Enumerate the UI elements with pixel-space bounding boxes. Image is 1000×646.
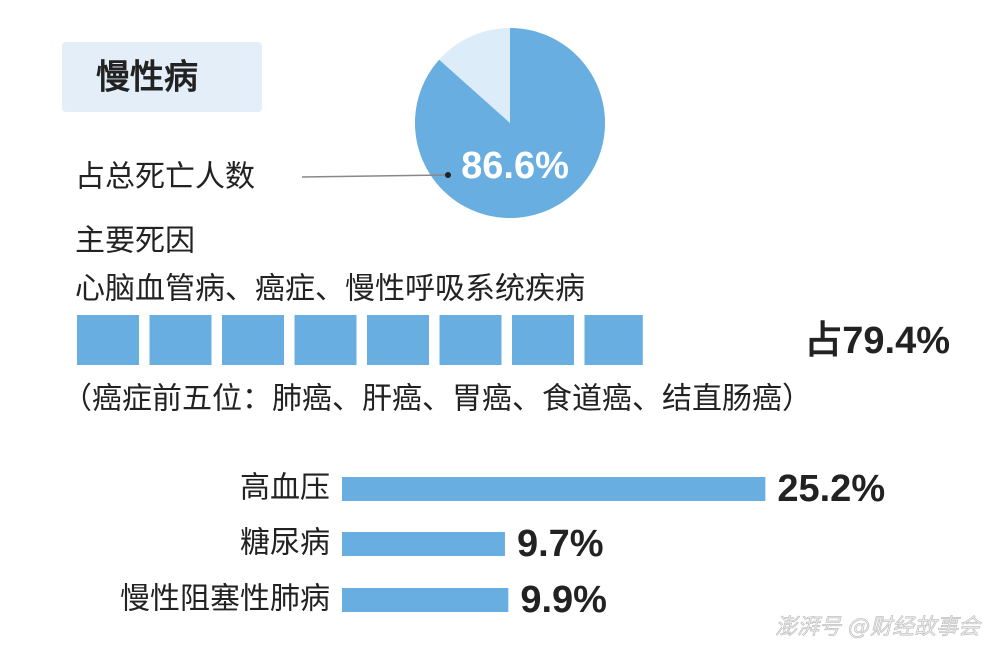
- waffle-square: [439, 315, 502, 365]
- bar-value-label: 25.2%: [777, 468, 885, 510]
- waffle: [77, 315, 643, 365]
- bar: [342, 532, 505, 556]
- title: 慢性病: [96, 58, 198, 98]
- watermark: 澎湃号 @财经故事会: [775, 615, 982, 640]
- waffle-value-label: 占79.4%: [804, 320, 950, 362]
- bar: [342, 477, 766, 501]
- bar-label: 糖尿病: [240, 526, 330, 561]
- waffle-square: [77, 315, 139, 365]
- bar-label: 高血压: [240, 471, 330, 506]
- bar-value-label: 9.7%: [517, 523, 604, 565]
- pie-slice: [415, 28, 605, 219]
- note: （癌症前五位：肺癌、肝癌、胃癌、食道癌、结直肠癌）: [62, 382, 812, 417]
- title-box: [62, 42, 262, 112]
- bar-label: 慢性阻塞性肺病: [120, 582, 330, 617]
- bar-value-label: 9.9%: [520, 579, 607, 621]
- waffle-label: 心脑血管病、癌症、慢性呼吸系统疾病: [75, 272, 585, 307]
- waffle-heading: 主要死因: [75, 224, 195, 259]
- waffle-square: [149, 315, 212, 365]
- bar: [342, 588, 509, 612]
- leader-dot: [445, 172, 451, 178]
- pie-label: 占总死亡人数: [75, 160, 255, 195]
- waffle-square: [294, 315, 357, 365]
- waffle-square: [512, 315, 574, 365]
- waffle-square: [584, 315, 643, 365]
- pie-value-label: 86.6%: [461, 145, 569, 187]
- waffle-square: [367, 315, 429, 365]
- waffle-square: [222, 315, 284, 365]
- leader-line: [301, 174, 447, 178]
